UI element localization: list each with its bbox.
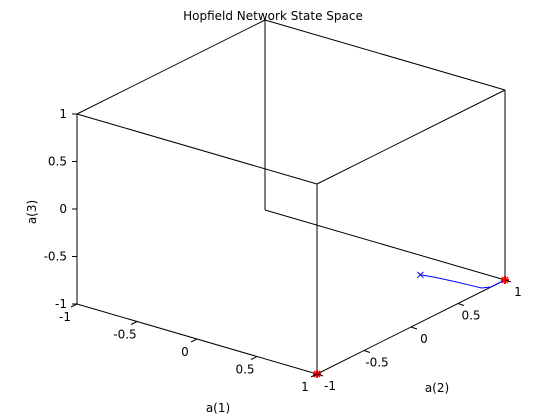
trajectory-layer: [417, 271, 506, 289]
y-tick-mark: [457, 303, 465, 306]
y-tick-mark: [316, 373, 324, 377]
box-edge: [76, 19, 266, 115]
box-edge: [316, 89, 506, 185]
box-edge: [264, 209, 506, 281]
x-tick-mark: [250, 356, 258, 360]
y-tick-label: -1: [324, 379, 336, 393]
x-tick-mark: [190, 338, 198, 343]
z-tick-label: -1: [55, 297, 67, 311]
axes-box: [76, 19, 506, 375]
z-axis-label: a(3): [25, 200, 39, 224]
z-tick-label: 1: [59, 107, 67, 121]
y-tick-label: -0.5: [365, 356, 388, 370]
x-tick-mark: [130, 321, 138, 325]
y-axis-label: a(2): [425, 381, 449, 395]
box-edge: [264, 19, 506, 91]
y-tick-mark: [363, 350, 371, 353]
y-tick-mark: [504, 279, 512, 283]
chart-title: Hopfield Network State Space: [183, 9, 363, 23]
x-axis-label: a(1): [206, 401, 230, 415]
y-tick-label: 0: [420, 332, 428, 346]
y-tick-mark: [410, 326, 418, 330]
x-tick-mark: [310, 373, 318, 378]
trajectory-line: [420, 274, 506, 289]
trajectory-start-marker: [417, 271, 424, 279]
x-tick-label: -0.5: [113, 328, 136, 342]
box-edge: [76, 113, 318, 185]
z-tick-label: 0.5: [48, 155, 67, 169]
z-tick-label: -0.5: [44, 250, 67, 264]
z-tick-label: 0: [59, 202, 67, 216]
x-tick-label: -1: [59, 310, 71, 324]
y-tick-label: 0.5: [461, 309, 480, 323]
tick-labels: -1 -0.5 0 0.5 1 -1 -0.5 0 0.5 1 -1 -0.5 0 0.5 1: [44, 107, 522, 394]
y-tick-label: 1: [514, 285, 522, 299]
x-tick-label: 1: [301, 380, 309, 394]
x-tick-label: 0.5: [235, 363, 254, 377]
x-tick-label: 0: [181, 345, 189, 359]
